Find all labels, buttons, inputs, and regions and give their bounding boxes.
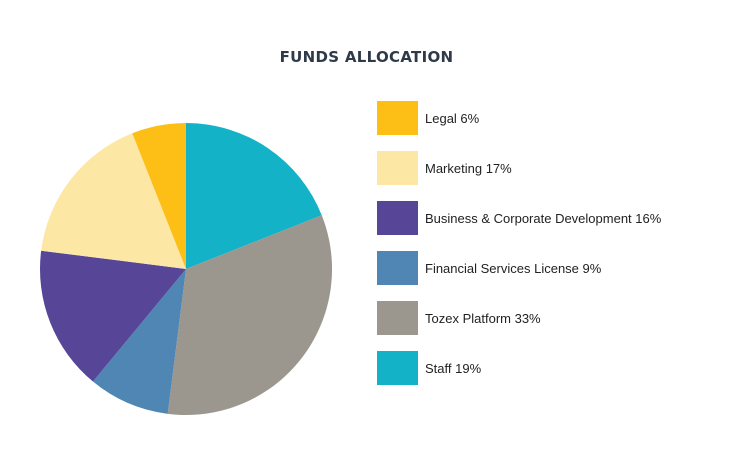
legend-swatch <box>377 151 418 185</box>
legend-item: Staff 19% <box>377 351 481 385</box>
pie-slice-1 <box>167 215 333 416</box>
legend-label: Business & Corporate Development 16% <box>425 210 662 226</box>
legend-swatch <box>377 251 418 285</box>
legend-item: Tozex Platform 33% <box>377 301 541 335</box>
legend-label: Financial Services License 9% <box>425 260 602 276</box>
chart-title: FUNDS ALLOCATION <box>279 48 454 66</box>
legend-swatch <box>377 201 418 235</box>
legend-swatch <box>377 351 418 385</box>
legend-item: Financial Services License 9% <box>377 251 601 285</box>
pie-slice-0 <box>186 123 322 269</box>
pie-slice-5 <box>132 123 186 269</box>
legend-label: Legal 6% <box>425 110 480 126</box>
legend-item: Marketing 17% <box>377 151 512 185</box>
legend-item: Business & Corporate Development 16% <box>377 201 661 235</box>
legend-label: Marketing 17% <box>425 160 512 176</box>
legend-item: Legal 6% <box>377 101 479 135</box>
legend-label: Staff 19% <box>425 360 482 376</box>
pie-slice-2 <box>92 269 186 414</box>
legend-swatch <box>377 301 418 335</box>
pie-slice-3 <box>39 250 187 382</box>
legend-label: Tozex Platform 33% <box>425 310 541 326</box>
pie-chart <box>39 123 333 416</box>
pie-slice-4 <box>41 133 187 269</box>
legend-swatch <box>377 101 418 135</box>
